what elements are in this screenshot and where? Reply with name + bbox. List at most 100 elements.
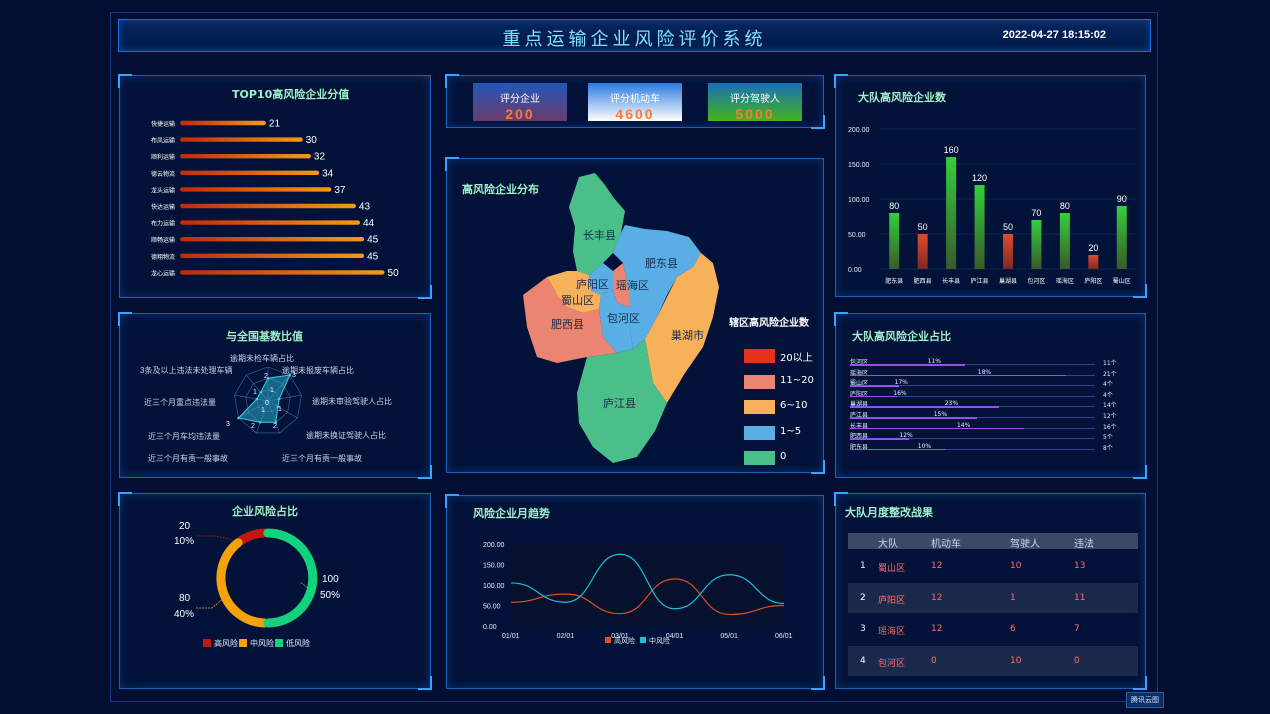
map-legend-swatch: [744, 400, 775, 414]
risk-share-title: 企业风险占比: [232, 505, 298, 518]
region-label-feidong: 肥东县: [645, 257, 678, 270]
donut-slice-1: [216, 538, 269, 628]
donut-legend-label: 高风险: [214, 638, 238, 648]
team-share-track: [850, 438, 1095, 440]
trend-legend-label: 高风险: [614, 636, 635, 645]
region-label-luyang: 庐阳区: [576, 277, 609, 291]
monthly-cell-team: 蜀山区: [878, 564, 906, 574]
region-label-baohe: 包河区: [607, 312, 640, 325]
team-share-panel: 大队高风险企业占比 包河区 11% 11个 瑶海区 18% 21个 蜀山区 17% 4个 庐阳区 1…: [834, 312, 1147, 479]
header-driver: 驾驶人: [1010, 539, 1040, 550]
top10-bar: [180, 137, 303, 142]
kpi-vehicle[interactable]: 评分机动车 4600: [588, 83, 682, 122]
team-share-count: 14个: [1103, 402, 1117, 410]
map-region-luyang[interactable]: [589, 263, 613, 295]
team-share-name: 包河区: [850, 359, 869, 366]
team-share-pct: 23%: [944, 400, 959, 408]
trend-x-tick: 01/01: [502, 633, 520, 640]
bar-category-label: 巢湖县: [999, 277, 1017, 285]
team-share-row: 巢湖县 23% 14个: [850, 399, 1140, 409]
map-region-yaohai[interactable]: [613, 263, 629, 307]
trend-x-tick: 04/01: [666, 633, 684, 640]
bar-category-label: 庐阳区: [1084, 277, 1102, 285]
top10-label: 龙心运输: [151, 269, 175, 277]
page-title: 重点运输企业风险评价系统: [502, 29, 767, 50]
map-region-feidong[interactable]: [613, 225, 701, 349]
radar-indicator-label: 逾期未检车辆占比: [230, 353, 294, 363]
team-share-pct: 14%: [956, 421, 971, 429]
radar-point: [277, 397, 281, 401]
radar-indicator-label: 3条及以上违法未处理车辆: [140, 365, 232, 375]
radar-tick-label: 1: [253, 389, 257, 396]
map-region-feixi[interactable]: [523, 277, 617, 363]
team-share-row: 蜀山区 17% 4个: [850, 378, 1140, 388]
monthly-cell-violation: 7: [1074, 624, 1080, 634]
team-share-name: 瑶海区: [850, 369, 869, 377]
bar-value-label: 90: [1117, 194, 1127, 204]
bar-value-label: 80: [1060, 201, 1070, 211]
top10-label: 德云物流: [151, 170, 175, 178]
team-share-pct: 12%: [899, 432, 913, 440]
top10-value: 32: [314, 152, 326, 163]
team-share-title: 大队高风险企业占比: [852, 330, 951, 343]
donut-value-medium: 80: [179, 593, 191, 604]
top10-bar: [180, 170, 320, 175]
monthly-table-row[interactable]: 1 蜀山区 12 10 13: [848, 551, 1138, 581]
top10-label: 布凤运输: [151, 137, 175, 145]
radar-title: 与全国基数比值: [226, 330, 303, 343]
kpi-vehicle-value: 4600: [615, 106, 655, 122]
donut-pct-medium: 40%: [174, 609, 194, 620]
radar-point: [266, 377, 270, 380]
monthly-cell-vehicle: 12: [931, 592, 943, 603]
top10-panel: TOP10高风险企业分值 快捷运输 21 布凤运输 30 顺利运输 32 德云物流 34 龙头运…: [118, 74, 432, 299]
monthly-cell-idx: 3: [860, 624, 866, 634]
team-share-count: 4个: [1103, 391, 1113, 399]
bar-8: [1116, 206, 1127, 269]
bar-value-label: 120: [972, 173, 987, 183]
monthly-table-row[interactable]: 3 瑶海区 12 6 7: [848, 614, 1138, 644]
map-region-lujiang[interactable]: [577, 339, 667, 463]
team-share-pct: 16%: [893, 389, 907, 397]
kpi-enterprise-value: 200: [505, 106, 535, 122]
monthly-cell-driver: 1: [1010, 592, 1016, 603]
donut-leader-high: [196, 535, 233, 541]
bar-value-label: 50: [1003, 222, 1013, 232]
team-share-row: 长丰县 14% 16个: [850, 421, 1140, 431]
trend-line-1: [510, 553, 785, 610]
radar-tick-label: 2: [264, 373, 268, 380]
vendor-logo: 腾讯云图: [1126, 692, 1164, 708]
monthly-table-row[interactable]: 2 庐阳区 12 1 11: [848, 582, 1138, 613]
team-share-count: 5个: [1103, 434, 1113, 442]
map-region-shushan[interactable]: [547, 271, 601, 313]
bar-category-label: 瑶海区: [1056, 277, 1074, 285]
donut-value-high: 20: [179, 521, 191, 532]
donut-slice-0: [236, 528, 269, 546]
bar-category-label: 肥东县: [885, 277, 903, 285]
radar-tick-label: 2: [251, 423, 255, 430]
team-share-fill: [850, 448, 946, 451]
region-label-feixi: 肥西县: [551, 318, 584, 331]
map-region-changfeng[interactable]: [569, 173, 625, 275]
donut-value-low: 100: [322, 574, 339, 585]
radar-indicator-label: 近三个月重点违法量: [144, 397, 216, 407]
top10-value: 45: [367, 251, 379, 262]
map-region-chaohu[interactable]: [645, 253, 719, 403]
bar-category-label: 包河区: [1027, 277, 1045, 285]
district-map: 长丰县 肥东县 庐阳区 瑶海区 蜀山区 包河区 肥西县 巢湖市 庐江县: [523, 173, 719, 463]
kpi-enterprise[interactable]: 评分企业 200: [473, 83, 567, 122]
monthly-table-row[interactable]: 4 包河区 0 10 0: [848, 645, 1138, 676]
trend-x-tick: 06/01: [775, 633, 793, 640]
map-legend-swatch: [744, 425, 775, 440]
top10-label: 快达运输: [151, 203, 175, 211]
donut-legend-label: 中风险: [250, 638, 274, 648]
radar-point: [258, 420, 262, 424]
bar-y-tick: 0.00: [848, 267, 862, 274]
donut-legend-swatch: [203, 639, 211, 647]
team-share-name: 庐江县: [850, 412, 869, 419]
kpi-driver-value: 5000: [735, 106, 775, 122]
region-label-shushan: 蜀山区: [561, 294, 594, 307]
map-region-baohe[interactable]: [599, 289, 633, 353]
team-share-pct: 11%: [927, 358, 941, 365]
kpi-driver[interactable]: 评分驾驶人 5000: [708, 83, 802, 122]
top10-label: 顺畅运输: [151, 236, 175, 244]
